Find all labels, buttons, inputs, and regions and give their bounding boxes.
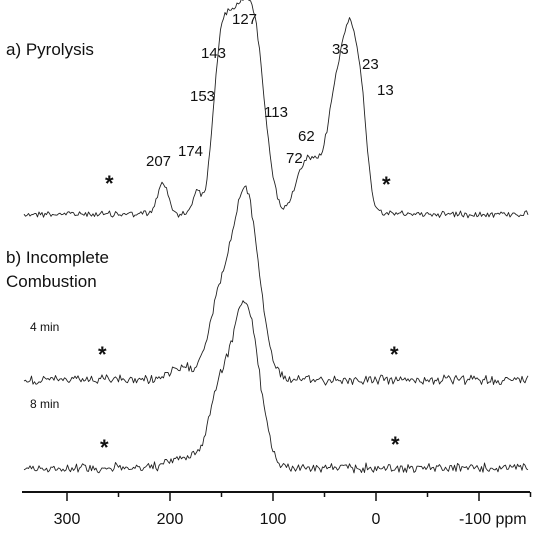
sideband-marker-8min-right: *	[391, 432, 400, 457]
tick-label-0: 0	[372, 511, 381, 528]
series-8min-label: 8 min	[30, 397, 59, 411]
peak-label-174: 174	[178, 143, 203, 160]
spectrum-combustion-8min	[23, 300, 529, 474]
peak-label-153: 153	[190, 88, 215, 105]
peak-label-207: 207	[146, 153, 171, 170]
ppm-axis: 300 200 100 0 -100 ppm	[22, 491, 532, 528]
spectrum-combustion-4min	[23, 185, 529, 386]
sideband-marker-a-left: *	[105, 171, 114, 196]
peak-label-23: 23	[362, 56, 379, 73]
peak-label-13: 13	[377, 82, 394, 99]
sideband-marker-4min-left: *	[98, 342, 107, 367]
peak-label-113: 113	[264, 104, 288, 121]
sideband-marker-a-right: *	[382, 172, 391, 197]
sideband-marker-4min-right: *	[390, 342, 399, 367]
sideband-marker-8min-left: *	[100, 435, 109, 460]
series-4min-label: 4 min	[30, 320, 59, 334]
peak-label-127: 127	[232, 11, 257, 28]
spectra-group	[23, 0, 529, 474]
peak-label-62: 62	[298, 128, 315, 145]
panel-a-label: a) Pyrolysis	[6, 40, 94, 59]
peak-label-72: 72	[286, 150, 303, 167]
tick-label-neg100: -100 ppm	[459, 511, 527, 528]
peak-label-143: 143	[201, 45, 226, 62]
tick-label-200: 200	[157, 511, 184, 528]
tick-label-300: 300	[54, 511, 81, 528]
panel-b-label-line2: Combustion	[6, 272, 97, 291]
spectrum-pyrolysis	[23, 0, 529, 219]
panel-b-label-line1: b) Incomplete	[6, 248, 109, 267]
tick-label-100: 100	[260, 511, 287, 528]
